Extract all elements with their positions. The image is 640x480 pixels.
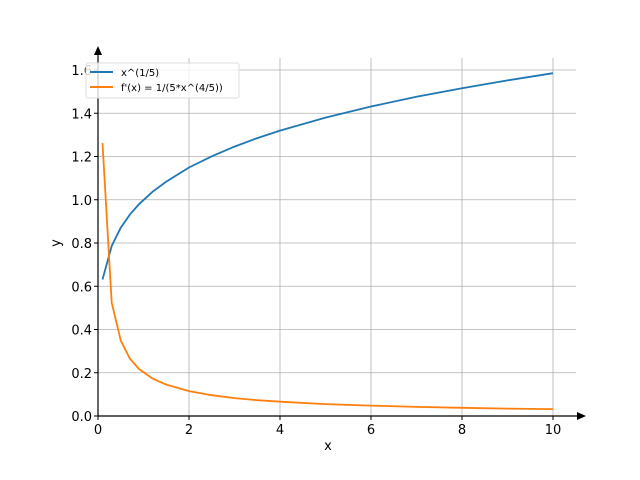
y-tick-label: 0.6 bbox=[71, 280, 92, 295]
legend-box bbox=[85, 62, 240, 99]
x-axis-label: x bbox=[324, 439, 332, 454]
y-tick-label: 0.8 bbox=[71, 237, 92, 252]
x-tick-label: 8 bbox=[458, 423, 466, 438]
y-tick-label: 0.0 bbox=[71, 410, 92, 425]
series-line-0 bbox=[101, 72, 554, 280]
tick-labels: 0 2 4 6 8 100.00.20.40.60.81.01.21.41.6 bbox=[71, 64, 561, 438]
y-tick-label: 1.4 bbox=[71, 107, 92, 122]
grid bbox=[97, 58, 576, 417]
x-axis-arrow-icon bbox=[577, 412, 586, 420]
x-tick-label: 4 bbox=[276, 423, 284, 438]
y-axis-arrow-icon bbox=[94, 46, 102, 55]
y-axis-label: y bbox=[49, 239, 64, 247]
legend-label-0: x^(1/5) bbox=[121, 68, 159, 79]
axes bbox=[94, 46, 586, 420]
y-tick-label: 0.2 bbox=[71, 367, 92, 382]
y-tick-label: 1.2 bbox=[71, 151, 92, 166]
x-tick-label: 2 bbox=[185, 423, 193, 438]
x-tick-label: 6 bbox=[367, 423, 375, 438]
series-group bbox=[101, 72, 554, 410]
legend-label-1: f'(x) = 1/(5*x^(4/5)) bbox=[121, 83, 223, 94]
y-tick-label: 1.0 bbox=[71, 194, 92, 209]
legend: x^(1/5) f'(x) = 1/(5*x^(4/5)) bbox=[85, 62, 240, 99]
x-tick-label: 10 bbox=[545, 423, 562, 438]
x-tick-label: 0 bbox=[94, 423, 102, 438]
series-line-1 bbox=[101, 143, 554, 410]
y-tick-label: 0.4 bbox=[71, 324, 92, 339]
